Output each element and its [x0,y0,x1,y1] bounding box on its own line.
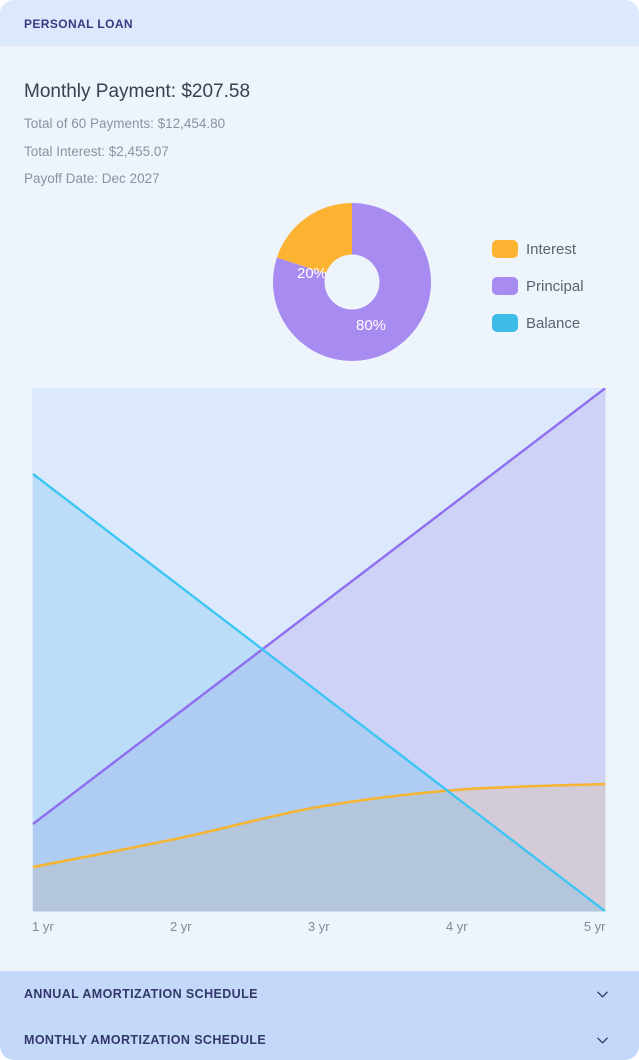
svg-text:80%: 80% [356,317,386,334]
svg-text:20%: 20% [297,265,327,282]
